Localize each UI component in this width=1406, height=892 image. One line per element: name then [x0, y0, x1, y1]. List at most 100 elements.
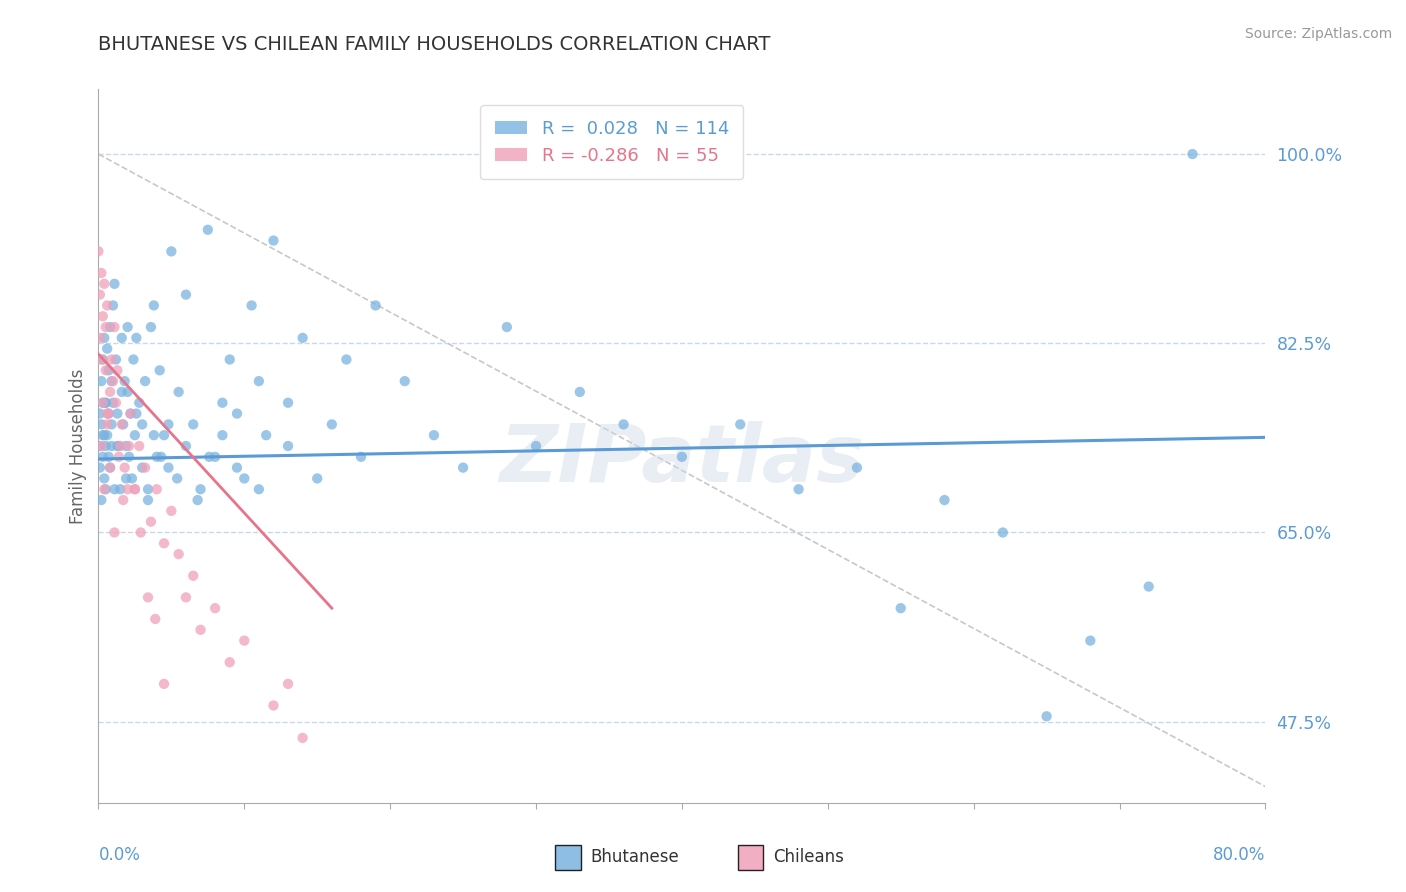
Point [150, 450, 173, 464]
Point [93, 482, 115, 496]
Point [143, 612, 166, 626]
Point [291, 331, 314, 345]
Point [121, 471, 143, 485]
Point [991, 525, 1014, 540]
Point [105, 407, 128, 421]
Point [495, 320, 517, 334]
Text: BHUTANESE VS CHILEAN FAMILY HOUSEHOLDS CORRELATION CHART: BHUTANESE VS CHILEAN FAMILY HOUSEHOLDS C… [98, 35, 770, 54]
Point [247, 374, 270, 388]
Point [1080, 633, 1102, 648]
Point [110, 439, 132, 453]
Point [226, 407, 249, 421]
Point [568, 384, 591, 399]
Point [90, 493, 112, 508]
Point [89, 287, 111, 301]
Point [129, 525, 152, 540]
Point [218, 655, 240, 669]
Point [98, 460, 121, 475]
Point [117, 482, 139, 496]
Point [240, 298, 263, 312]
Point [671, 450, 693, 464]
Text: ZIPatlas: ZIPatlas [499, 421, 865, 500]
Point [111, 417, 134, 432]
Point [100, 374, 122, 388]
Point [94, 439, 117, 453]
Point [136, 482, 159, 496]
Point [96, 342, 118, 356]
Point [96, 298, 118, 312]
Point [100, 439, 122, 453]
Point [90, 266, 112, 280]
Point [90, 352, 112, 367]
Point [96, 428, 118, 442]
Point [94, 363, 117, 377]
Point [350, 450, 373, 464]
Point [335, 352, 357, 367]
Point [100, 352, 122, 367]
Point [167, 384, 190, 399]
Point [233, 633, 256, 648]
Point [197, 223, 219, 237]
Point [128, 396, 150, 410]
Point [890, 601, 912, 615]
Text: Bhutanese: Bhutanese [591, 848, 679, 866]
Point [226, 460, 249, 475]
Point [307, 471, 329, 485]
Point [167, 547, 190, 561]
Point [181, 568, 204, 582]
Point [198, 450, 221, 464]
Point [451, 460, 474, 475]
Point [364, 298, 387, 312]
Point [101, 396, 124, 410]
Point [124, 482, 146, 496]
Point [153, 428, 176, 442]
Point [174, 591, 197, 605]
Point [101, 298, 124, 312]
Point [423, 428, 446, 442]
Point [93, 428, 115, 442]
Point [103, 320, 125, 334]
Point [117, 384, 139, 399]
Point [612, 417, 634, 432]
Point [122, 352, 145, 367]
Text: 0.0%: 0.0% [98, 846, 141, 864]
Point [728, 417, 751, 432]
Point [134, 374, 156, 388]
Point [105, 363, 128, 377]
Point [142, 428, 165, 442]
Legend: R =  0.028   N = 114, R = -0.286   N = 55: R = 0.028 N = 114, R = -0.286 N = 55 [481, 105, 744, 179]
Point [139, 515, 162, 529]
Point [254, 428, 277, 442]
Point [262, 234, 284, 248]
Point [160, 244, 183, 259]
Point [103, 277, 125, 291]
Point [96, 417, 118, 432]
Point [146, 482, 169, 496]
Point [114, 374, 136, 388]
Point [103, 482, 125, 496]
Point [118, 439, 141, 453]
Point [247, 482, 270, 496]
Point [128, 439, 150, 453]
Point [262, 698, 284, 713]
Point [233, 471, 256, 485]
Point [136, 591, 159, 605]
Point [90, 417, 112, 432]
Point [204, 450, 226, 464]
Point [1137, 580, 1160, 594]
Point [89, 331, 111, 345]
Point [110, 482, 132, 496]
Point [174, 287, 197, 301]
Point [111, 331, 134, 345]
Point [124, 482, 146, 496]
Point [118, 450, 141, 464]
Point [136, 493, 159, 508]
Point [91, 428, 114, 442]
Point [190, 623, 212, 637]
Point [97, 363, 120, 377]
Point [277, 439, 299, 453]
Point [120, 407, 142, 421]
Point [115, 471, 138, 485]
Point [104, 352, 127, 367]
Point [89, 460, 111, 475]
